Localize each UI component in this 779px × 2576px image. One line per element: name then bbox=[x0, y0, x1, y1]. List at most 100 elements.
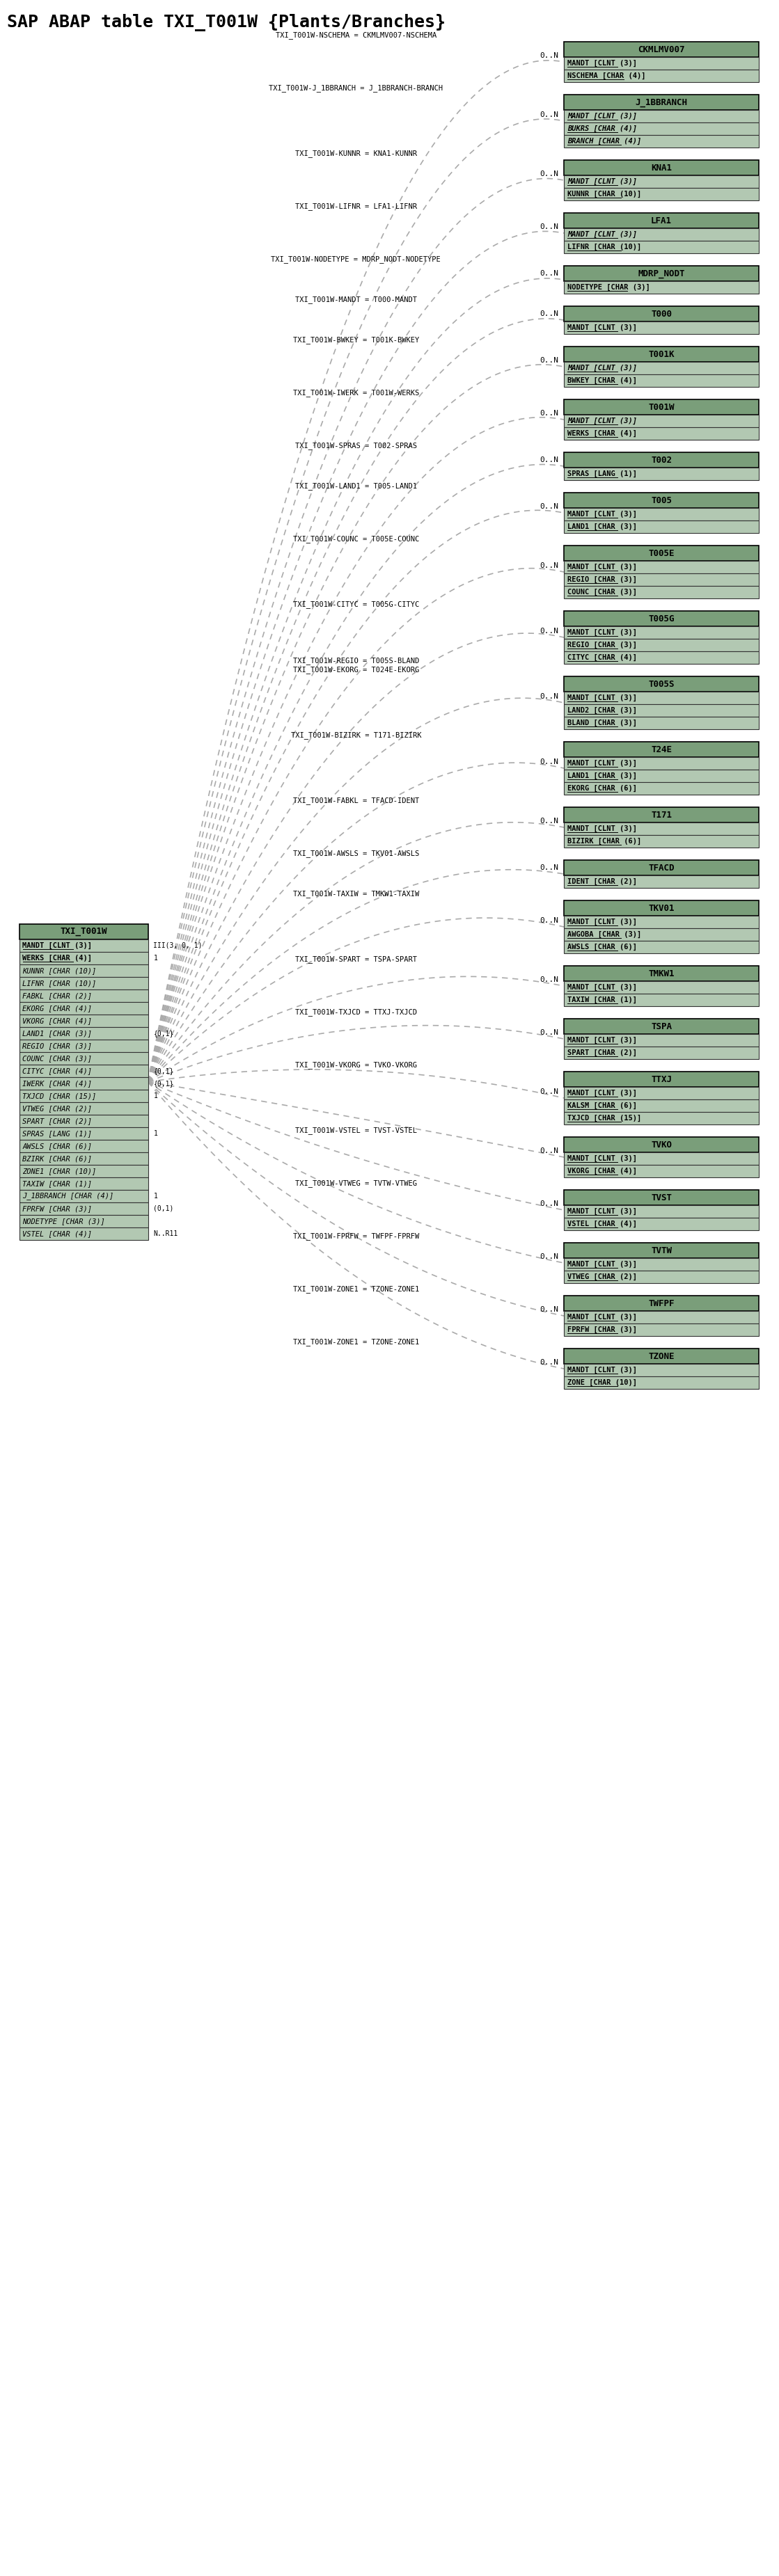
Bar bbox=[564, 281, 759, 294]
Bar bbox=[19, 1090, 148, 1103]
Bar bbox=[19, 1226, 148, 1239]
Text: 0..N: 0..N bbox=[540, 52, 559, 59]
Text: 0..N: 0..N bbox=[540, 1252, 559, 1260]
Bar bbox=[564, 1072, 759, 1087]
Text: AWGOBA [CHAR (3)]: AWGOBA [CHAR (3)] bbox=[567, 930, 641, 938]
Bar bbox=[564, 835, 759, 848]
Text: T002: T002 bbox=[651, 456, 671, 464]
Text: VKORG [CHAR (4)]: VKORG [CHAR (4)] bbox=[567, 1167, 637, 1175]
Text: NODETYPE [CHAR (3)]: NODETYPE [CHAR (3)] bbox=[23, 1218, 105, 1224]
Bar bbox=[564, 492, 759, 507]
Text: 0..N: 0..N bbox=[540, 1146, 559, 1154]
Text: T000: T000 bbox=[651, 309, 671, 319]
Text: TXI_T001W-SPRAS = T002-SPRAS: TXI_T001W-SPRAS = T002-SPRAS bbox=[295, 443, 417, 451]
Bar bbox=[564, 626, 759, 639]
Text: III(3, 0, 1): III(3, 0, 1) bbox=[153, 943, 203, 948]
Text: AWSLS [CHAR (6)]: AWSLS [CHAR (6)] bbox=[567, 943, 637, 951]
Text: BWKEY [CHAR (4)]: BWKEY [CHAR (4)] bbox=[567, 376, 637, 384]
Bar bbox=[19, 1077, 148, 1090]
Text: 0..N: 0..N bbox=[540, 917, 559, 925]
Bar bbox=[564, 783, 759, 793]
Bar bbox=[564, 1311, 759, 1324]
Text: TXI_T001W-VKORG = TVKO-VKORG: TXI_T001W-VKORG = TVKO-VKORG bbox=[295, 1061, 417, 1069]
Bar bbox=[564, 124, 759, 134]
Text: NSCHEMA [CHAR (4)]: NSCHEMA [CHAR (4)] bbox=[567, 72, 646, 80]
Text: MANDT [CLNT (3)]: MANDT [CLNT (3)] bbox=[567, 1154, 637, 1162]
Text: TXI_T001W-TXJCD = TTXJ-TXJCD: TXI_T001W-TXJCD = TTXJ-TXJCD bbox=[295, 1007, 417, 1015]
Bar bbox=[19, 1177, 148, 1190]
Text: SPRAS [LANG (1)]: SPRAS [LANG (1)] bbox=[23, 1131, 92, 1136]
Bar bbox=[564, 1376, 759, 1388]
Bar bbox=[19, 1128, 148, 1139]
Text: {0,1}: {0,1} bbox=[153, 1079, 174, 1087]
Text: TXI_T001W: TXI_T001W bbox=[60, 927, 107, 935]
Text: MANDT [CLNT (3)]: MANDT [CLNT (3)] bbox=[567, 824, 637, 832]
Text: MANDT [CLNT (3)]: MANDT [CLNT (3)] bbox=[567, 629, 637, 636]
Bar bbox=[564, 1046, 759, 1059]
Text: TXI_T001W-NSCHEMA = CKMLMV007-NSCHEMA: TXI_T001W-NSCHEMA = CKMLMV007-NSCHEMA bbox=[276, 31, 436, 39]
Text: LAND1 [CHAR (3)]: LAND1 [CHAR (3)] bbox=[567, 773, 637, 781]
Text: J_1BBRANCH [CHAR (4)]: J_1BBRANCH [CHAR (4)] bbox=[23, 1193, 114, 1200]
Bar bbox=[564, 428, 759, 440]
Text: TXI_T001W-LIFNR = LFA1-LIFNR: TXI_T001W-LIFNR = LFA1-LIFNR bbox=[295, 204, 417, 211]
Text: COUNC [CHAR (3)]: COUNC [CHAR (3)] bbox=[567, 587, 637, 595]
Bar bbox=[564, 70, 759, 82]
Bar bbox=[19, 1203, 148, 1216]
Bar bbox=[19, 1002, 148, 1015]
Bar bbox=[564, 415, 759, 428]
Text: TXI_T001W-BIZIRK = T171-BIZIRK: TXI_T001W-BIZIRK = T171-BIZIRK bbox=[291, 732, 421, 739]
Text: 0..N: 0..N bbox=[540, 1200, 559, 1208]
Bar bbox=[564, 822, 759, 835]
Bar bbox=[564, 639, 759, 652]
Text: SAP ABAP table TXI_T001W {Plants/Branches}: SAP ABAP table TXI_T001W {Plants/Branche… bbox=[7, 13, 446, 31]
Bar bbox=[19, 1164, 148, 1177]
Text: LAND2 [CHAR (3)]: LAND2 [CHAR (3)] bbox=[567, 706, 637, 714]
Text: TXI_T001W-AWSLS = TKV01-AWSLS: TXI_T001W-AWSLS = TKV01-AWSLS bbox=[293, 850, 419, 858]
Bar bbox=[19, 1064, 148, 1077]
Text: 0..N: 0..N bbox=[540, 976, 559, 984]
Text: T001K: T001K bbox=[648, 350, 675, 358]
Bar bbox=[564, 1363, 759, 1376]
Bar bbox=[564, 322, 759, 335]
Bar bbox=[564, 757, 759, 770]
Text: 1: 1 bbox=[153, 1193, 157, 1200]
Text: 0..N: 0..N bbox=[540, 170, 559, 178]
Text: KALSM [CHAR (6)]: KALSM [CHAR (6)] bbox=[567, 1103, 637, 1110]
Text: TVKO: TVKO bbox=[651, 1141, 671, 1149]
Bar bbox=[19, 1015, 148, 1028]
Text: TXI_T001W-VTWEG = TVTW-VTWEG: TXI_T001W-VTWEG = TVTW-VTWEG bbox=[295, 1180, 417, 1188]
Text: TAXIW [CHAR (1)]: TAXIW [CHAR (1)] bbox=[23, 1180, 92, 1188]
Bar bbox=[564, 469, 759, 479]
Text: MANDT [CLNT (3)]: MANDT [CLNT (3)] bbox=[567, 325, 637, 332]
Bar bbox=[564, 1218, 759, 1231]
Bar bbox=[564, 966, 759, 981]
Text: KNA1: KNA1 bbox=[651, 162, 671, 173]
Text: MANDT [CLNT (3)]: MANDT [CLNT (3)] bbox=[567, 59, 637, 67]
Text: LAND1 [CHAR (3)]: LAND1 [CHAR (3)] bbox=[23, 1030, 92, 1036]
Text: TXI_T001W-COUNC = T005E-COUNC: TXI_T001W-COUNC = T005E-COUNC bbox=[293, 536, 419, 544]
Bar bbox=[564, 1113, 759, 1126]
Text: MDRP_NODT: MDRP_NODT bbox=[638, 268, 685, 278]
Text: MANDT [CLNT (3)]: MANDT [CLNT (3)] bbox=[567, 760, 637, 768]
Bar bbox=[564, 1270, 759, 1283]
Text: SPART [CHAR (2)]: SPART [CHAR (2)] bbox=[23, 1118, 92, 1123]
Text: CITYC [CHAR (4)]: CITYC [CHAR (4)] bbox=[23, 1066, 92, 1074]
Text: BIZIRK [CHAR (6)]: BIZIRK [CHAR (6)] bbox=[567, 837, 641, 845]
Text: MANDT [CLNT (3)]: MANDT [CLNT (3)] bbox=[567, 232, 637, 237]
Bar bbox=[564, 981, 759, 994]
Text: TXI_T001W-MANDT = T000-MANDT: TXI_T001W-MANDT = T000-MANDT bbox=[295, 296, 417, 304]
Text: TKV01: TKV01 bbox=[648, 904, 675, 912]
Text: 0..N: 0..N bbox=[540, 410, 559, 417]
Bar bbox=[564, 1206, 759, 1218]
Bar bbox=[564, 507, 759, 520]
Text: TZONE: TZONE bbox=[648, 1352, 675, 1360]
Text: TXI_T001W-IWERK = T001W-WERKS: TXI_T001W-IWERK = T001W-WERKS bbox=[293, 389, 419, 397]
Bar bbox=[564, 1100, 759, 1113]
Text: TXI_T001W-VSTEL = TVST-VSTEL: TXI_T001W-VSTEL = TVST-VSTEL bbox=[295, 1126, 417, 1133]
Text: TXI_T001W-TAXIW = TMKW1-TAXIW: TXI_T001W-TAXIW = TMKW1-TAXIW bbox=[293, 891, 419, 896]
Bar bbox=[19, 976, 148, 989]
Bar bbox=[564, 399, 759, 415]
Text: 0..N: 0..N bbox=[540, 270, 559, 278]
Text: MANDT [CLNT (3)]: MANDT [CLNT (3)] bbox=[567, 1036, 637, 1043]
Text: NODETYPE [CHAR (3)]: NODETYPE [CHAR (3)] bbox=[567, 283, 650, 291]
